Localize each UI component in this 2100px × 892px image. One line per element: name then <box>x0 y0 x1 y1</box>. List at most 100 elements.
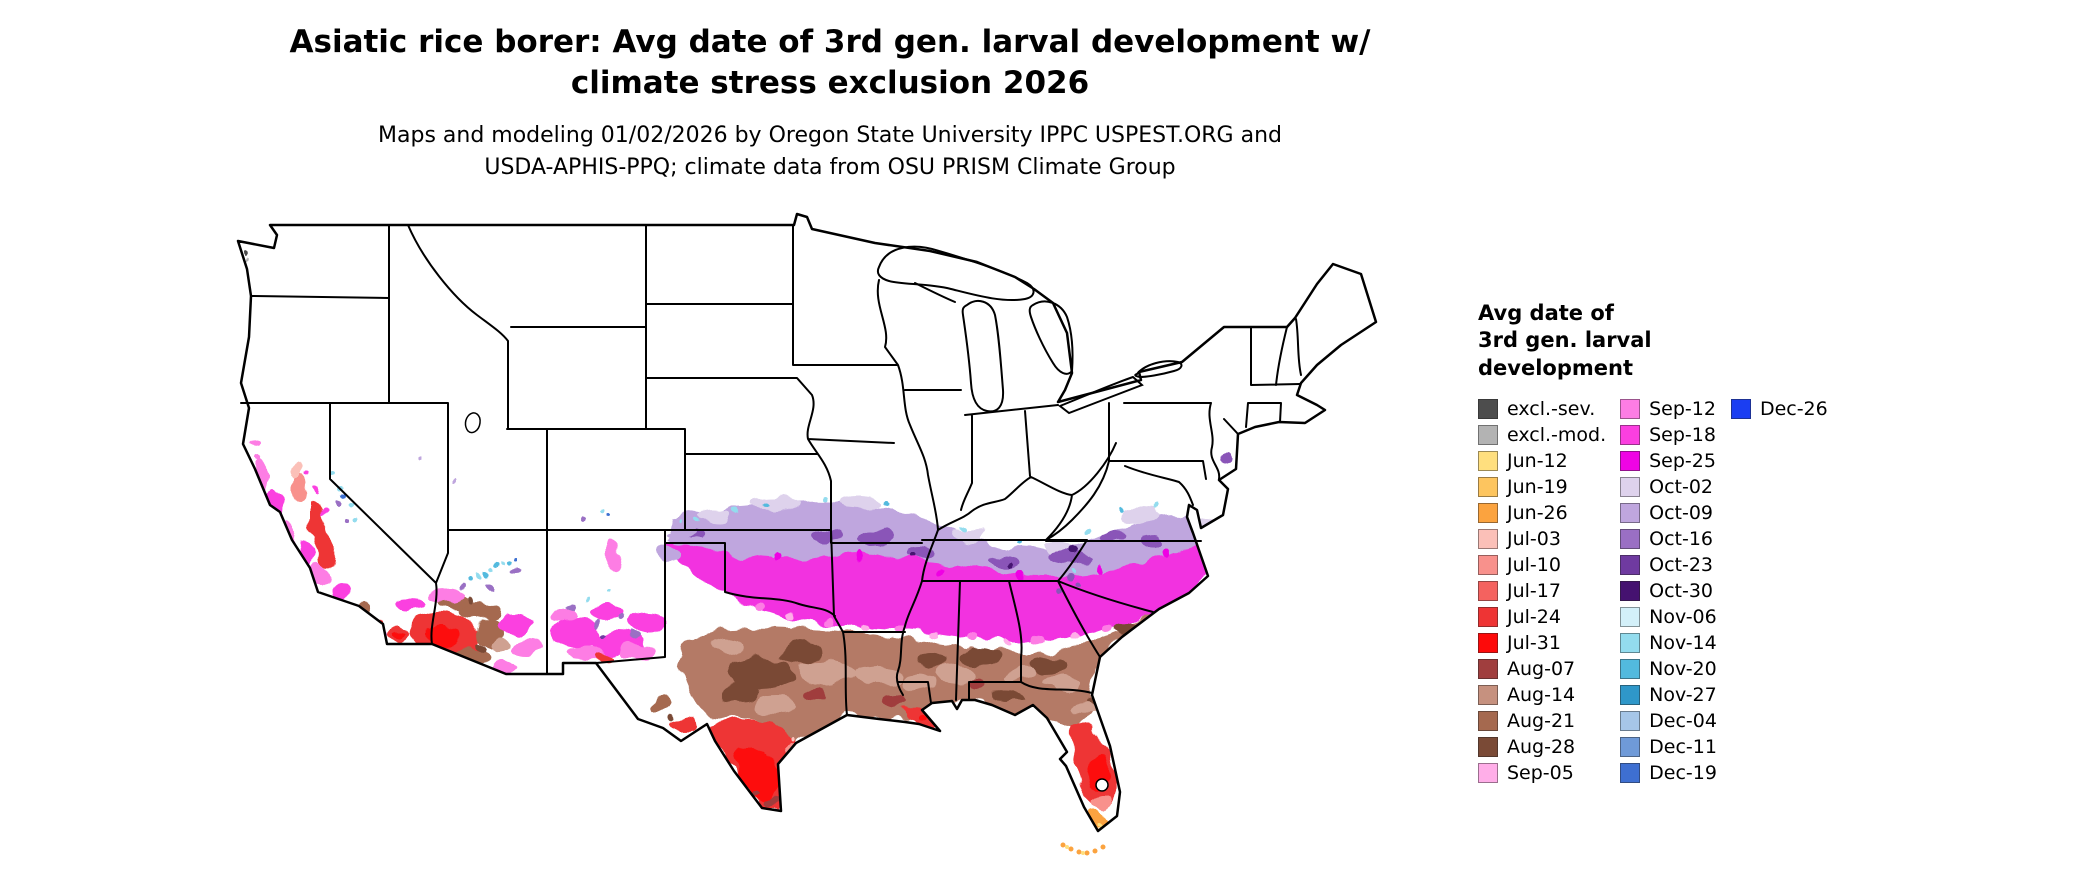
legend-swatch <box>1478 450 1498 471</box>
legend-label: Aug-14 <box>1507 683 1576 706</box>
map-subtitle: Maps and modeling 01/02/2026 by Oregon S… <box>0 120 1660 184</box>
legend-row: Nov-06 <box>1620 604 1717 630</box>
legend-swatch <box>1620 684 1641 705</box>
map-title: Asiatic rice borer: Avg date of 3rd gen.… <box>0 22 1660 104</box>
map-legend: Avg date of 3rd gen. larval development … <box>1478 300 1958 786</box>
legend-row: Aug-14 <box>1478 682 1606 708</box>
legend-swatch <box>1478 398 1498 419</box>
legend-title-line-2: 3rd gen. larval <box>1478 328 1652 353</box>
legend-label: Aug-28 <box>1507 735 1576 758</box>
legend-label: Nov-20 <box>1649 657 1717 680</box>
legend-row: Aug-07 <box>1478 656 1606 682</box>
legend-column-2: Sep-12 Sep-18 Sep-25 Oct-02 Oct-09 Oct-16 Oct-… <box>1620 396 1717 786</box>
legend-label: Aug-07 <box>1507 657 1576 680</box>
legend-row: Oct-30 <box>1620 578 1717 604</box>
legend-row: Dec-19 <box>1620 760 1717 786</box>
legend-row: Dec-04 <box>1620 708 1717 734</box>
legend-label: Nov-06 <box>1649 605 1717 628</box>
legend-label: Dec-19 <box>1649 761 1717 784</box>
legend-swatch <box>1620 658 1641 679</box>
legend-swatch <box>1620 632 1641 653</box>
legend-columns: excl.-sev. excl.-mod. Jun-12 Jun-19 Jun-26 Ju… <box>1478 396 1958 786</box>
legend-swatch <box>1620 502 1641 523</box>
legend-row: Nov-20 <box>1620 656 1717 682</box>
legend-label: Sep-05 <box>1507 761 1574 784</box>
legend-label: Oct-09 <box>1649 501 1714 524</box>
legend-row: excl.-mod. <box>1478 422 1606 448</box>
lake-michigan <box>961 299 1005 413</box>
legend-row: Sep-12 <box>1620 396 1717 422</box>
us-map <box>236 212 1378 856</box>
legend-label: Jul-10 <box>1507 553 1561 576</box>
legend-label: Sep-18 <box>1649 423 1716 446</box>
legend-row: Nov-14 <box>1620 630 1717 656</box>
legend-row: Jul-17 <box>1478 578 1606 604</box>
legend-swatch <box>1478 762 1498 783</box>
legend-label: Aug-21 <box>1507 709 1576 732</box>
legend-title: Avg date of 3rd gen. larval development <box>1478 300 1958 382</box>
legend-row: Sep-25 <box>1620 448 1717 474</box>
legend-row: Aug-28 <box>1478 734 1606 760</box>
legend-row: Aug-21 <box>1478 708 1606 734</box>
legend-swatch <box>1478 684 1498 705</box>
legend-label: Oct-16 <box>1649 527 1714 550</box>
legend-row: Jun-26 <box>1478 500 1606 526</box>
legend-swatch <box>1478 476 1498 497</box>
legend-row: Jun-19 <box>1478 474 1606 500</box>
legend-swatch <box>1478 580 1498 601</box>
legend-swatch <box>1478 606 1498 627</box>
legend-row: Jul-10 <box>1478 552 1606 578</box>
legend-label: excl.-sev. <box>1507 397 1596 420</box>
legend-label: Dec-26 <box>1759 397 1828 420</box>
legend-title-line-3: development <box>1478 355 1633 380</box>
legend-label: Dec-04 <box>1649 709 1717 732</box>
legend-swatch <box>1620 554 1641 575</box>
florida-keys-dots <box>1060 842 1106 856</box>
legend-row: Nov-27 <box>1620 682 1717 708</box>
legend-title-line-1: Avg date of <box>1478 301 1614 325</box>
legend-row: Sep-18 <box>1620 422 1717 448</box>
legend-label: Oct-02 <box>1649 475 1714 498</box>
legend-label: Nov-14 <box>1649 631 1717 654</box>
legend-label: Jul-17 <box>1507 579 1561 602</box>
great-salt-lake <box>464 412 481 434</box>
legend-swatch <box>1620 762 1641 783</box>
legend-swatch <box>1478 632 1498 653</box>
legend-label: Oct-30 <box>1649 579 1714 602</box>
legend-row: Sep-05 <box>1478 760 1606 786</box>
legend-swatch <box>1620 424 1641 445</box>
legend-row: Jun-12 <box>1478 448 1606 474</box>
legend-swatch <box>1620 710 1641 731</box>
legend-row: Jul-31 <box>1478 630 1606 656</box>
legend-label: Jun-19 <box>1507 475 1568 498</box>
legend-swatch <box>1478 658 1498 679</box>
legend-swatch <box>1478 710 1498 731</box>
legend-row: Jul-03 <box>1478 526 1606 552</box>
legend-swatch <box>1620 476 1641 497</box>
legend-row: Jul-24 <box>1478 604 1606 630</box>
legend-row: Dec-26 <box>1730 396 1828 422</box>
great-lakes <box>464 245 1183 792</box>
us-outline <box>236 212 1378 833</box>
legend-swatch <box>1620 528 1641 549</box>
legend-swatch <box>1620 736 1641 757</box>
legend-swatch <box>1620 606 1641 627</box>
legend-swatch <box>1478 528 1498 549</box>
legend-column-3: Dec-26 <box>1730 396 1828 422</box>
title-line-2: climate stress exclusion 2026 <box>570 64 1090 101</box>
subtitle-line-1: Maps and modeling 01/02/2026 by Oregon S… <box>378 122 1282 148</box>
legend-label: Jul-03 <box>1507 527 1561 550</box>
legend-label: Jun-12 <box>1507 449 1568 472</box>
lake-superior <box>876 245 1035 302</box>
legend-row: Oct-09 <box>1620 500 1717 526</box>
subtitle-line-2: USDA-APHIS-PPQ; climate data from OSU PR… <box>484 154 1176 180</box>
legend-label: excl.-mod. <box>1507 423 1607 446</box>
legend-swatch <box>1478 736 1498 757</box>
legend-row: Dec-11 <box>1620 734 1717 760</box>
legend-label: Oct-23 <box>1649 553 1714 576</box>
legend-label: Jun-26 <box>1507 501 1568 524</box>
legend-row: Oct-02 <box>1620 474 1717 500</box>
legend-swatch <box>1620 450 1641 471</box>
legend-column-1: excl.-sev. excl.-mod. Jun-12 Jun-19 Jun-26 Ju… <box>1478 396 1606 786</box>
legend-swatch <box>1620 398 1641 419</box>
